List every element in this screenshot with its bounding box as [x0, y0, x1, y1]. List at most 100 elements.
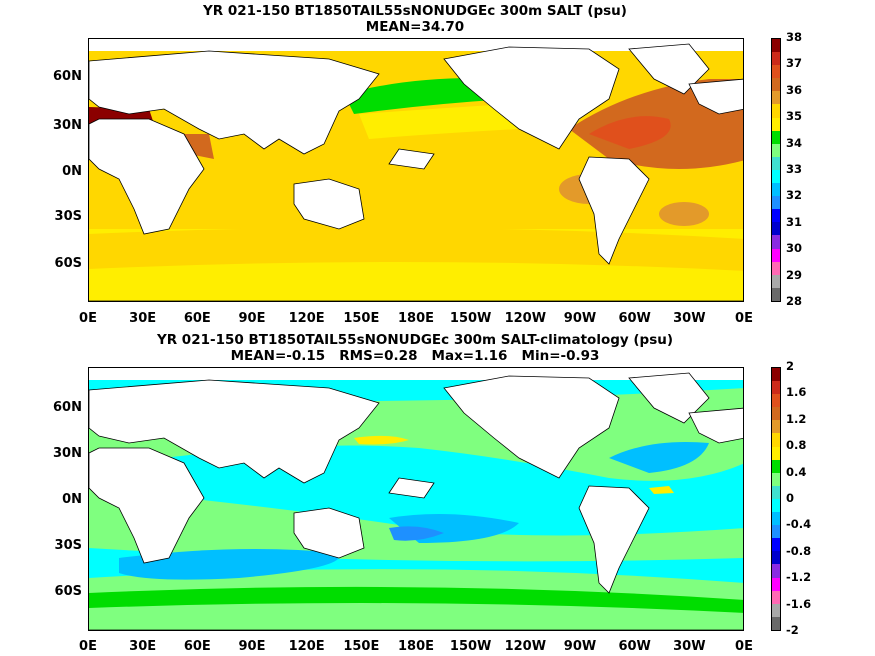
panel1-title: YR 021-150 BT1850TAIL55sNONUDGEc 300m SA… [203, 3, 627, 19]
colorbar-swatch [772, 577, 780, 591]
salinity-map [88, 38, 744, 302]
lon-label: 150E [343, 639, 380, 654]
colorbar-swatch [772, 446, 780, 460]
lon-label: 30W [673, 311, 706, 326]
colorbar-swatch [772, 104, 780, 118]
colorbar-swatch [772, 117, 780, 131]
lat-label-30n: 30N [53, 118, 82, 133]
lon-label: 90E [238, 311, 266, 326]
colorbar-tick-label: 1.6 [786, 385, 807, 400]
colorbar-swatch [772, 525, 780, 539]
lon-label: 30E [129, 311, 157, 326]
lat-label-0n: 0N [62, 164, 82, 179]
colorbar-swatch [772, 130, 780, 144]
colorbar-tick-label: -2 [786, 623, 799, 637]
lat-label-30s: 30S [54, 209, 82, 224]
lon-label: 180E [397, 639, 435, 654]
salinity-anomaly-map-graphic [89, 368, 743, 630]
lat-label-60s-2: 60S [54, 584, 82, 599]
colorbar-tick-label: -1.6 [786, 596, 812, 611]
lon-label: 90W [563, 311, 597, 326]
colorbar-swatch [772, 433, 780, 447]
lon-label: 150W [449, 639, 492, 654]
colorbar-tick-label: 1.2 [786, 411, 807, 426]
colorbar-swatch [772, 485, 780, 499]
colorbar-tick-label: -1.2 [786, 570, 812, 585]
salinity-map-graphic [89, 39, 743, 301]
lon-label: 0E [79, 639, 97, 654]
colorbar-tick-label: -0.4 [786, 517, 812, 532]
colorbar-swatch [772, 143, 780, 157]
colorbar-swatch [772, 248, 780, 262]
colorbar-tick-label: 37 [786, 56, 803, 71]
lon-label: 120E [288, 639, 325, 654]
lon-label: 180E [397, 311, 435, 326]
lon-label: 0E [735, 311, 753, 326]
colorbar-swatch [772, 169, 780, 184]
colorbar-swatch [772, 407, 780, 421]
colorbar-tick-label: 30 [786, 241, 803, 256]
lat-label-60n-2: 60N [53, 400, 82, 415]
colorbar-swatch [772, 261, 780, 275]
colorbar-swatch [772, 603, 780, 617]
lon-label: 90W [563, 639, 597, 654]
lon-label: 30E [129, 639, 157, 654]
colorbar-swatch [772, 52, 780, 66]
panel2-subtitle: MEAN=-0.15 RMS=0.28 Max=1.16 Min=-0.93 [230, 348, 600, 364]
colorbar-tick-label: 0 [786, 491, 795, 505]
lon-label: 60W [618, 311, 651, 326]
colorbar-tick-label: 32 [786, 188, 803, 203]
panel1-subtitle: MEAN=34.70 [365, 19, 465, 35]
lon-label: 0E [735, 639, 753, 654]
colorbar-swatch [772, 287, 780, 301]
lat-label-30n-2: 30N [53, 446, 82, 461]
colorbar-swatch [772, 91, 780, 105]
lon-label: 0E [79, 311, 97, 326]
colorbar-tick-label: 2 [786, 359, 795, 373]
colorbar-swatch [772, 39, 780, 53]
panel1-colorbar [771, 38, 781, 302]
colorbar-tick-label: 0.8 [786, 438, 807, 453]
colorbar-swatch [772, 512, 780, 526]
colorbar-swatch [772, 459, 780, 473]
colorbar-swatch [772, 472, 780, 486]
colorbar-swatch [772, 394, 780, 408]
colorbar-tick-label: 0.4 [786, 464, 807, 479]
panel2-title: YR 021-150 BT1850TAIL55sNONUDGEc 300m SA… [156, 332, 674, 348]
colorbar-swatch [772, 590, 780, 604]
colorbar-swatch [772, 538, 780, 552]
lat-label-30s-2: 30S [54, 538, 82, 553]
colorbar-tick-label: 31 [786, 214, 803, 229]
lon-label: 120W [504, 639, 547, 654]
colorbar-swatch [772, 368, 780, 382]
colorbar-tick-label: 28 [786, 294, 803, 308]
colorbar-swatch [772, 156, 780, 170]
colorbar-swatch [772, 564, 780, 578]
lon-label: 150E [343, 311, 380, 326]
colorbar-tick-label: 36 [786, 82, 803, 97]
colorbar-swatch [772, 65, 780, 79]
colorbar-swatch [772, 209, 780, 223]
lat-label-0n-2: 0N [62, 492, 82, 507]
colorbar-tick-label: 33 [786, 162, 803, 176]
colorbar-swatch [772, 183, 780, 197]
colorbar-swatch [772, 420, 780, 434]
colorbar-tick-label: -0.8 [786, 543, 812, 558]
lon-label: 120E [288, 311, 325, 326]
lat-label-60s: 60S [54, 256, 82, 271]
lon-label: 60E [183, 311, 211, 326]
lat-label-60n: 60N [53, 69, 82, 84]
lon-label: 120W [504, 311, 547, 326]
colorbar-swatch [772, 235, 780, 249]
colorbar-swatch [772, 381, 780, 395]
lon-label: 30W [673, 639, 706, 654]
colorbar-swatch [772, 78, 780, 92]
colorbar-swatch [772, 551, 780, 565]
lon-label: 90E [238, 639, 266, 654]
lon-label: 60E [183, 639, 211, 654]
lon-label: 60W [618, 639, 651, 654]
colorbar-swatch [772, 196, 780, 210]
colorbar-tick-label: 38 [786, 30, 803, 44]
panel2-colorbar [771, 367, 781, 631]
salinity-anomaly-map [88, 367, 744, 631]
